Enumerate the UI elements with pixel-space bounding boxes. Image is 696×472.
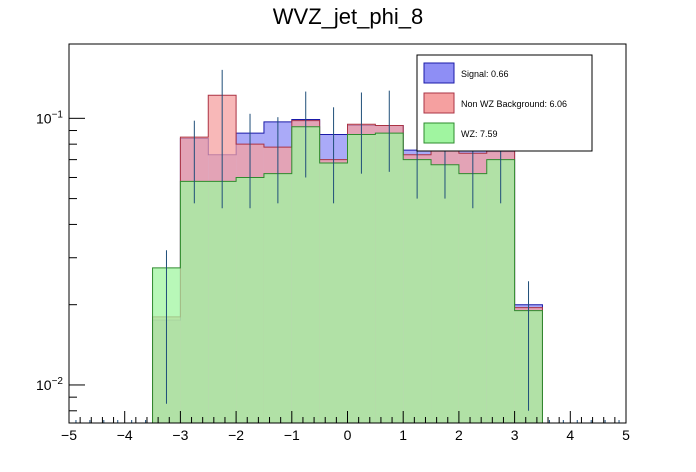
legend-label: WZ: 7.59 <box>461 129 498 139</box>
y-tick-exponent: −1 <box>52 109 64 120</box>
bar-wz-4 <box>263 173 292 423</box>
chart-title: WVZ_jet_phi_8 <box>273 4 423 29</box>
bar-wz-6 <box>319 162 348 423</box>
legend-swatch <box>423 122 455 144</box>
y-tick-base: 10 <box>36 110 52 126</box>
bar-wz-12 <box>486 159 515 423</box>
x-tick-label: 5 <box>622 427 630 443</box>
legend-label: Signal: 0.66 <box>461 69 509 79</box>
y-tick-label: 10−1 <box>36 109 63 126</box>
legend-label: Non WZ Background: 6.06 <box>461 99 567 109</box>
y-tick-label: 10−2 <box>36 376 63 393</box>
x-tick-label: −2 <box>228 427 244 443</box>
x-tick-label: 3 <box>511 427 519 443</box>
y-tick-exponent: −2 <box>52 376 64 387</box>
bar-wz-8 <box>375 133 404 424</box>
legend: Signal: 0.66 Non WZ Background: 6.06 WZ: 7… <box>416 54 593 152</box>
bar-wz-10 <box>431 164 459 423</box>
x-tick-label: 2 <box>455 427 463 443</box>
bar-wz-1 <box>180 181 209 423</box>
x-tick-label: 1 <box>399 427 407 443</box>
bar-wz-9 <box>403 159 432 423</box>
bar-wz-11 <box>458 173 487 423</box>
bar-wz-2 <box>208 181 237 423</box>
x-tick-label: −3 <box>172 427 188 443</box>
x-tick-label: 0 <box>344 427 352 443</box>
outline-wz <box>152 126 543 423</box>
y-tick-base: 10 <box>36 377 52 393</box>
legend-swatch <box>423 62 455 84</box>
x-tick-label: −1 <box>284 427 300 443</box>
legend-swatch <box>423 92 455 114</box>
bar-wz-3 <box>236 177 264 423</box>
axes: −5 −4 −3 −2 −1 0 1 2 3 4 510−110−2 <box>36 43 630 443</box>
bar-wz-7 <box>347 134 376 423</box>
plot-area <box>75 69 620 424</box>
x-tick-label: 4 <box>566 427 574 443</box>
x-tick-label: −5 <box>61 427 77 443</box>
x-tick-label: −4 <box>117 427 133 443</box>
